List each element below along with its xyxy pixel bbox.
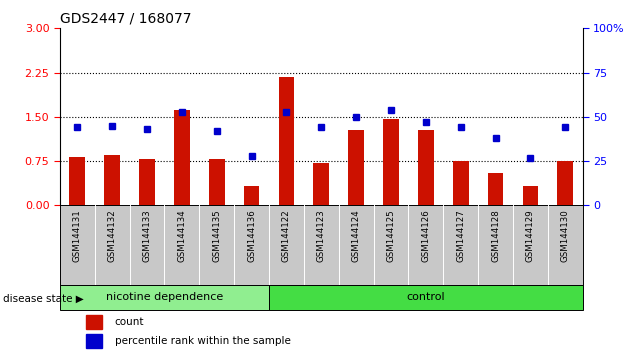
Bar: [139, 159, 155, 205]
Text: GSM144131: GSM144131: [73, 209, 82, 262]
Text: GSM144122: GSM144122: [282, 209, 291, 262]
Text: nicotine dependence: nicotine dependence: [106, 292, 223, 302]
Text: disease state ▶: disease state ▶: [3, 294, 84, 304]
Bar: [209, 159, 224, 205]
Bar: [244, 187, 260, 205]
Text: GSM144123: GSM144123: [317, 209, 326, 262]
Text: GSM144129: GSM144129: [526, 209, 535, 262]
Text: count: count: [115, 317, 144, 327]
Text: GSM144126: GSM144126: [421, 209, 430, 262]
Text: GSM144134: GSM144134: [178, 209, 186, 262]
Text: GDS2447 / 168077: GDS2447 / 168077: [60, 12, 192, 26]
Bar: [69, 157, 85, 205]
Bar: [174, 110, 190, 205]
FancyBboxPatch shape: [269, 285, 583, 310]
FancyBboxPatch shape: [60, 285, 269, 310]
Bar: [453, 161, 469, 205]
Text: GSM144128: GSM144128: [491, 209, 500, 262]
Bar: [86, 315, 101, 329]
Bar: [523, 187, 538, 205]
Bar: [86, 334, 101, 348]
Text: GSM144125: GSM144125: [387, 209, 396, 262]
Text: GSM144136: GSM144136: [247, 209, 256, 262]
Text: GSM144124: GSM144124: [352, 209, 360, 262]
Bar: [558, 161, 573, 205]
Text: control: control: [406, 292, 445, 302]
Bar: [418, 130, 433, 205]
Text: GSM144130: GSM144130: [561, 209, 570, 262]
Bar: [488, 173, 503, 205]
Bar: [348, 130, 364, 205]
Text: percentile rank within the sample: percentile rank within the sample: [115, 336, 290, 346]
Bar: [105, 155, 120, 205]
Bar: [278, 77, 294, 205]
Text: GSM144127: GSM144127: [456, 209, 465, 262]
Bar: [383, 119, 399, 205]
Text: GSM144132: GSM144132: [108, 209, 117, 262]
Text: GSM144135: GSM144135: [212, 209, 221, 262]
Text: GSM144133: GSM144133: [142, 209, 151, 262]
Bar: [314, 163, 329, 205]
